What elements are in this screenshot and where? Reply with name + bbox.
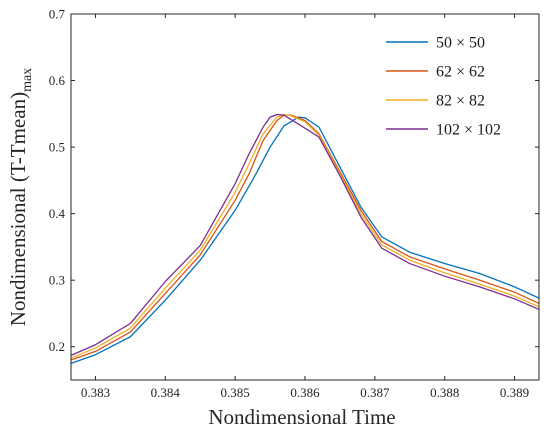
legend-label-3: 82 × 82 [436, 93, 485, 110]
x-tick-label: 0.388 [430, 385, 459, 400]
x-tick-label: 0.383 [81, 385, 110, 400]
legend-label-4: 102 × 102 [436, 122, 501, 139]
series-line-4 [70, 113, 540, 356]
legend-label-2: 62 × 62 [436, 64, 485, 81]
y-axis-title-main: Nondimensional (T-Tmean) [6, 92, 30, 326]
series-lines [70, 113, 540, 364]
y-tick-label: 0.4 [49, 206, 66, 221]
y-tick-label: 0.2 [49, 339, 65, 354]
x-tick-label: 0.384 [151, 385, 181, 400]
plot-area [71, 14, 539, 380]
x-tick-label: 0.389 [500, 385, 529, 400]
y-tick-label: 0.3 [49, 273, 65, 288]
legend: 50 × 50 62 × 62 82 × 82 102 × 102 [386, 35, 501, 139]
axis-ticks: 0.383 0.384 0.385 0.386 0.387 0.388 0.389 0.2 0.… [49, 7, 539, 400]
x-tick-label: 0.386 [290, 385, 320, 400]
series-line-3 [70, 113, 540, 359]
y-tick-label: 0.6 [49, 73, 66, 88]
y-tick-label: 0.7 [49, 7, 66, 22]
y-tick-label: 0.5 [49, 140, 65, 155]
plot-frame [70, 13, 540, 381]
x-axis-title: Nondimensional Time [208, 405, 395, 429]
y-axis-title-group: Nondimensional (T-Tmean)max [6, 68, 35, 326]
legend-label-1: 50 × 50 [436, 35, 485, 52]
y-axis-title: Nondimensional (T-Tmean)max [6, 68, 35, 326]
x-tick-label: 0.387 [360, 385, 390, 400]
y-axis-title-subscript: max [20, 68, 35, 92]
x-tick-label: 0.385 [221, 385, 250, 400]
